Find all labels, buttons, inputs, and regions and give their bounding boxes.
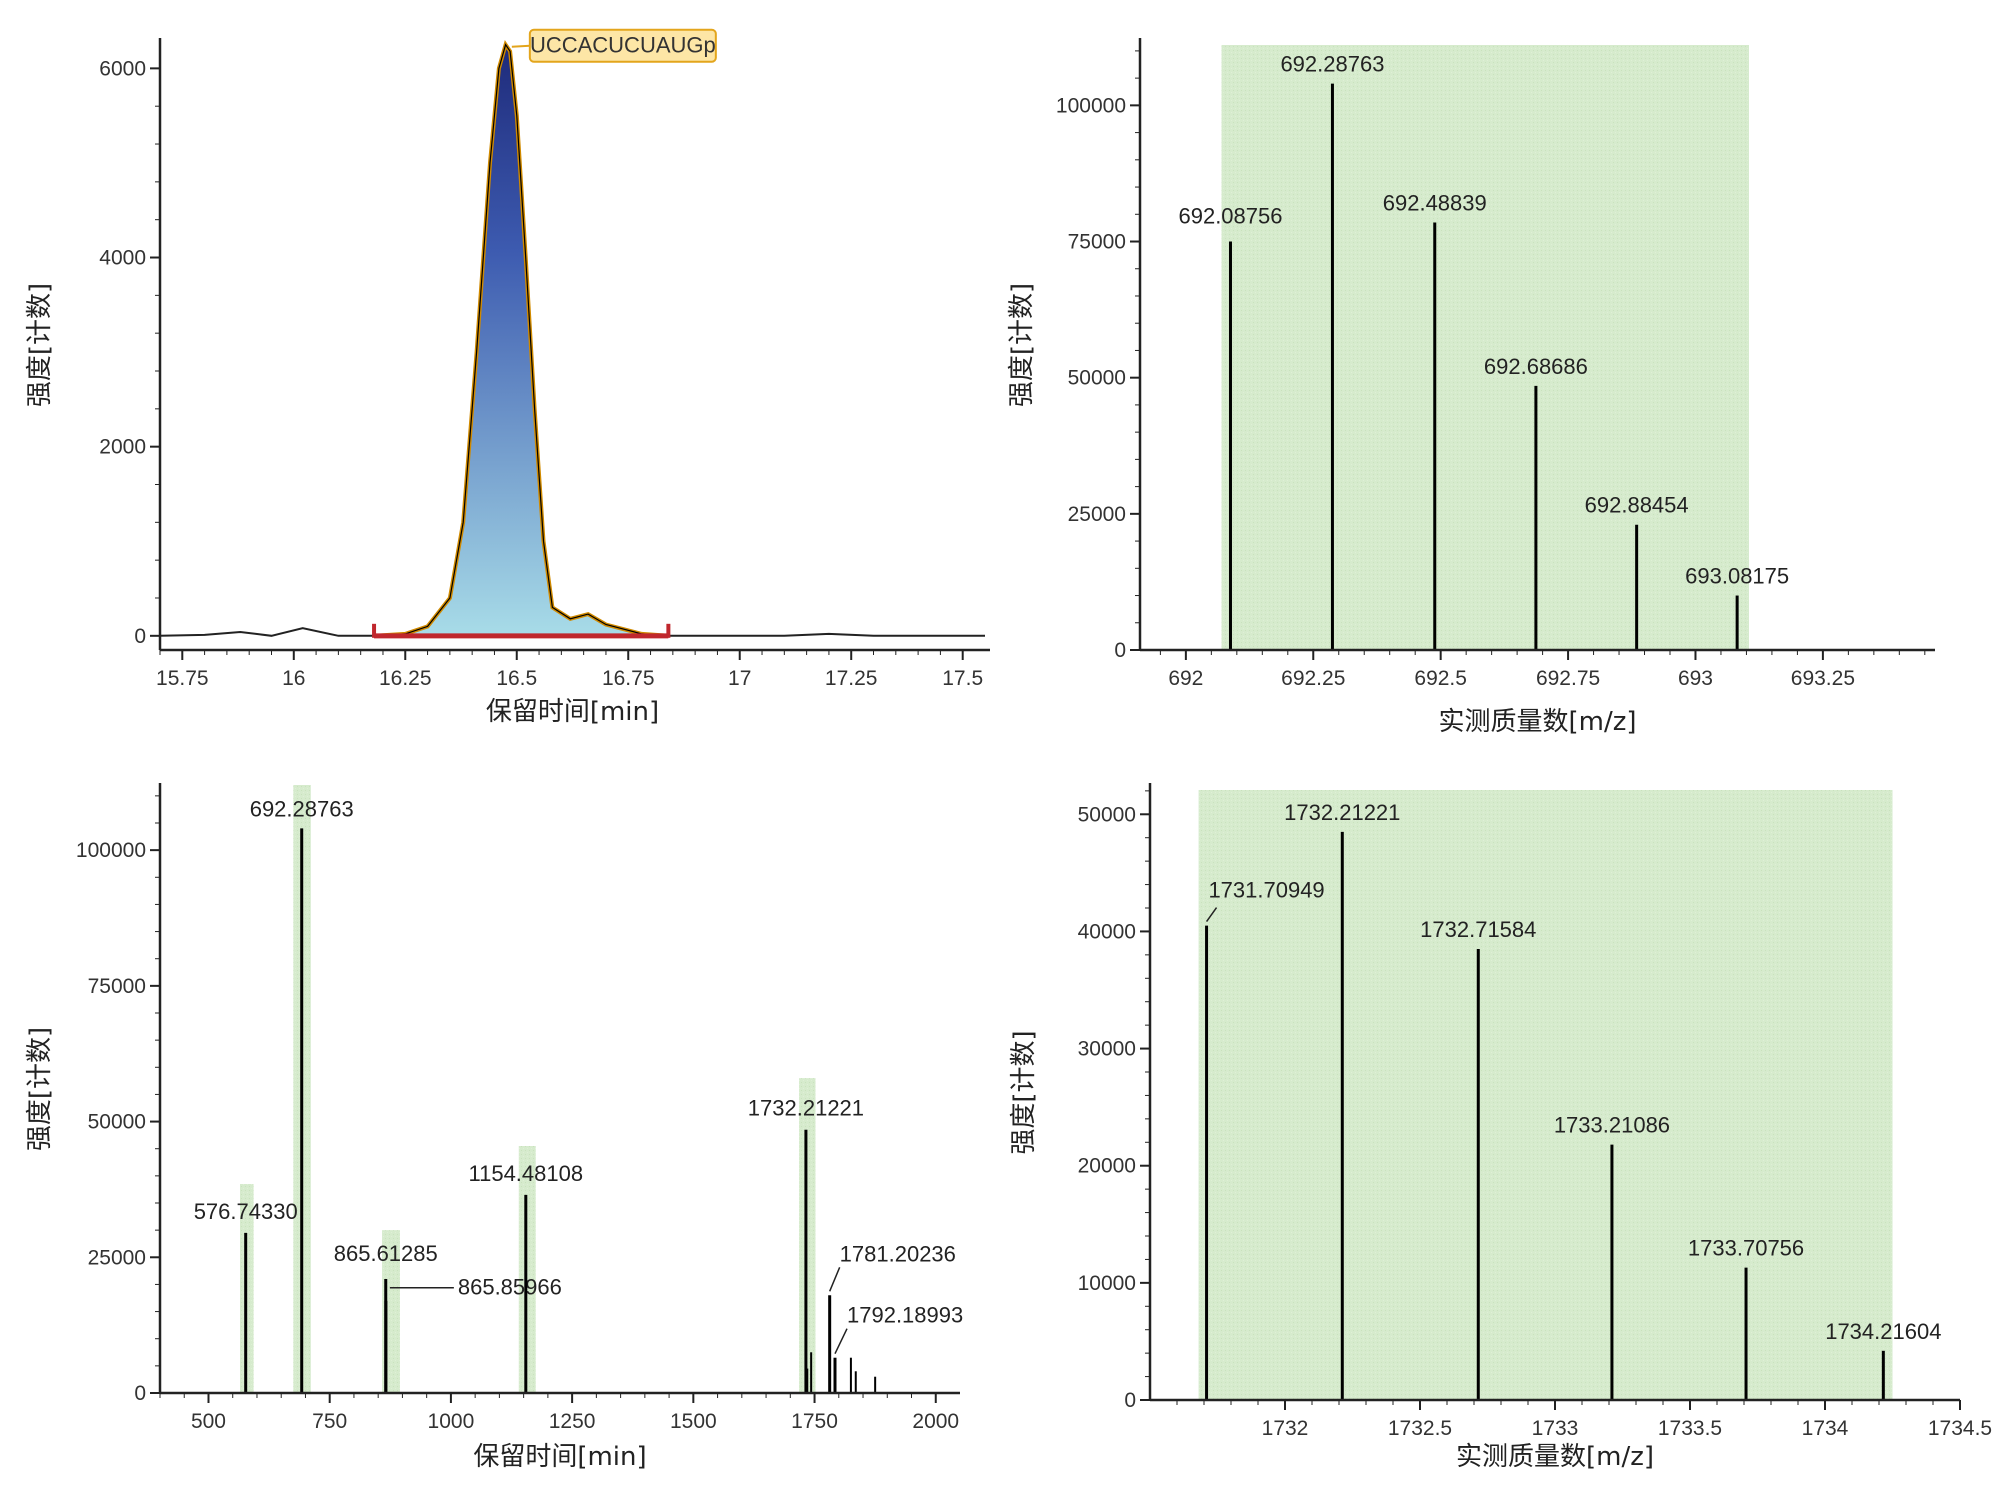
peak-label: 865.85966 — [458, 1275, 562, 1300]
x-tick-label: 500 — [191, 1410, 226, 1433]
x-tick-label: 1000 — [428, 1410, 475, 1433]
x-tick-label: 1500 — [670, 1410, 717, 1433]
x-tick-label: 693.25 — [1791, 667, 1855, 690]
y-axis-title: 强度[计数] — [1007, 283, 1037, 407]
peak-label: 1781.20236 — [840, 1241, 956, 1266]
chromatogram-peak-area — [374, 44, 669, 636]
y-tick-label: 20000 — [1078, 1155, 1136, 1178]
chromatogram-panel: UCCACUCUAUGp 0 2000 4000 6000 15.75 16 16.25 16.… — [25, 28, 990, 727]
peak-label: 1792.18993 — [847, 1303, 963, 1328]
x-tick-label: 692 — [1168, 667, 1203, 690]
peak-label: 1734.21604 — [1825, 1319, 1941, 1344]
x-tick-label: 1733 — [1532, 1417, 1579, 1440]
isotope-window-highlight — [1198, 790, 1893, 1400]
x-tick-label: 16.5 — [496, 667, 537, 690]
y-axis-title: 强度[计数] — [25, 1027, 55, 1151]
peak-label: 692.28763 — [1280, 52, 1384, 77]
label-leader — [1205, 907, 1218, 923]
x-tick-label: 692.75 — [1536, 667, 1600, 690]
full-spectrum-panel: 576.74330 692.28763 865.61285 865.85966 1154… — [25, 783, 963, 1472]
y-tick-label: 75000 — [88, 975, 146, 998]
x-tick-label: 1733.5 — [1658, 1417, 1722, 1440]
peak-label: 1732.71584 — [1420, 917, 1536, 942]
y-axis-title: 强度[计数] — [1009, 1030, 1039, 1154]
annotation-box — [528, 28, 717, 63]
x-tick-label: 1250 — [549, 1410, 596, 1433]
peak-label: 1732.21221 — [1284, 800, 1400, 825]
y-tick-label: 100000 — [76, 839, 146, 862]
peak-annotation-label: UCCACUCUAUGp — [530, 33, 716, 58]
x-tick-label: 1734 — [1802, 1417, 1849, 1440]
peak-label: 692.28763 — [250, 796, 354, 821]
x-axis-title: 实测质量数[m/z] — [1438, 707, 1636, 737]
x-tick-label: 15.75 — [156, 667, 209, 690]
y-tick-label: 75000 — [1068, 231, 1126, 254]
y-tick-label: 25000 — [88, 1246, 146, 1269]
x-tick-label: 17.5 — [942, 667, 983, 690]
y-tick-label: 50000 — [1068, 367, 1126, 390]
x-tick-label: 16.25 — [379, 667, 432, 690]
x-tick-label: 1750 — [791, 1410, 838, 1433]
y-tick-label: 6000 — [99, 57, 146, 80]
peak-label: 1731.70949 — [1208, 878, 1324, 903]
y-tick-label: 10000 — [1078, 1272, 1136, 1295]
y-tick-label: 30000 — [1078, 1038, 1136, 1061]
label-leader — [834, 1328, 848, 1355]
y-tick-label: 0 — [134, 625, 146, 648]
x-tick-label: 16 — [282, 667, 305, 690]
peak-label: 692.88454 — [1585, 493, 1689, 518]
x-tick-label: 692.25 — [1281, 667, 1345, 690]
peak-label: 1732.21221 — [748, 1096, 864, 1121]
chromatogram-baseline — [159, 627, 985, 637]
y-tick-label: 40000 — [1078, 920, 1136, 943]
peak-label: 692.68686 — [1484, 354, 1588, 379]
peak-label: 1733.70756 — [1688, 1236, 1804, 1261]
x-tick-label: 1734.5 — [1928, 1417, 1992, 1440]
x-axis-title: 保留时间[min] — [473, 1442, 646, 1472]
label-leader — [828, 1266, 841, 1292]
isotope-1732-panel: 1731.70949 1732.21221 1732.71584 1733.21086… — [1009, 783, 1992, 1472]
x-axis-title: 实测质量数[m/z] — [1456, 1442, 1654, 1472]
y-tick-label: 0 — [1114, 639, 1126, 662]
x-tick-label: 750 — [312, 1410, 347, 1433]
y-axis-title: 强度[计数] — [25, 283, 55, 407]
y-tick-label: 0 — [1124, 1389, 1136, 1412]
y-tick-label: 0 — [134, 1382, 146, 1405]
chromatogram-peak-line — [374, 43, 669, 637]
isotope-692-panel: 692.08756 692.28763 692.48839 692.68686 692.… — [1007, 38, 1935, 737]
x-tick-label: 2000 — [912, 1410, 959, 1433]
peak-label: 692.08756 — [1178, 204, 1282, 229]
peak-label: 865.61285 — [334, 1241, 438, 1266]
x-tick-label: 16.75 — [602, 667, 655, 690]
peak-label: 1733.21086 — [1554, 1113, 1670, 1138]
x-tick-label: 1732 — [1262, 1417, 1309, 1440]
isotope-window-highlight — [1221, 45, 1749, 650]
y-tick-label: 50000 — [1078, 803, 1136, 826]
annotation-leader — [511, 44, 530, 48]
peak-label: 692.48839 — [1383, 190, 1487, 215]
y-tick-label: 25000 — [1068, 503, 1126, 526]
x-tick-label: 1732.5 — [1388, 1417, 1452, 1440]
peak-label: 1154.48108 — [469, 1161, 584, 1186]
y-tick-label: 100000 — [1056, 94, 1126, 117]
peak-label: 693.08175 — [1685, 564, 1789, 589]
y-tick-label: 50000 — [88, 1111, 146, 1134]
y-tick-label: 2000 — [99, 436, 146, 459]
y-tick-label: 4000 — [99, 247, 146, 270]
peak-label: 576.74330 — [194, 1199, 298, 1224]
x-tick-label: 692.5 — [1414, 667, 1467, 690]
x-tick-label: 17.25 — [825, 667, 878, 690]
x-axis-title: 保留时间[min] — [486, 697, 659, 727]
x-tick-label: 17 — [728, 667, 751, 690]
x-tick-label: 693 — [1678, 667, 1713, 690]
